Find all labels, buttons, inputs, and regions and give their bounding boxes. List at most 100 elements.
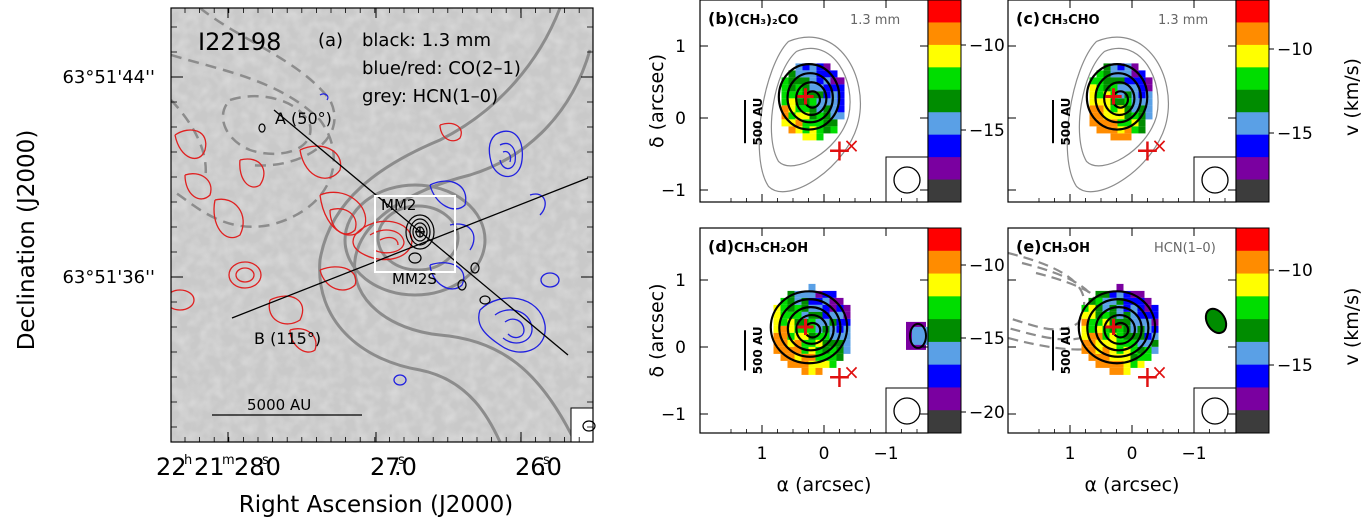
velocity-pixel	[1110, 63, 1118, 71]
beam-box	[570, 407, 594, 443]
alpha-tick-label: −1	[1181, 444, 1206, 464]
velocity-pixel	[1144, 353, 1152, 361]
velocity-pixel	[781, 105, 789, 113]
velocity-pixel	[1124, 77, 1132, 85]
source-name: I22198	[198, 28, 281, 56]
cut-b-line	[231, 177, 589, 319]
colorbar-segment	[1236, 89, 1269, 113]
velocity-pixel	[1123, 318, 1131, 326]
panel-e: ++×500 AU1 0 −1(e) CH₃OH HCN(1–0)−10−15v (km…	[1007, 227, 1363, 496]
panel-c: ++×500 AU(c) CH₃CHO 1.3 mm−10−15 v (km/s)	[1007, 0, 1363, 203]
mm2s-label: MM2S	[392, 270, 437, 288]
delta-tick-label: 1	[675, 37, 686, 57]
velocity-pixel	[1117, 133, 1125, 141]
ra-tick-label-3: 26 s .0	[515, 453, 562, 481]
velocity-pixel	[780, 304, 788, 312]
velocity-pixel	[1088, 311, 1096, 319]
velocity-pixel	[801, 290, 809, 298]
velocity-pixel	[787, 304, 795, 312]
mm2s-plus-marker: +	[1135, 360, 1160, 395]
colorbar-segment	[928, 296, 961, 320]
velocity-pixel	[1110, 77, 1118, 85]
velocity-pixel	[836, 297, 844, 305]
velocity-pixel	[830, 84, 838, 92]
mm2s-plus-marker: +	[827, 360, 852, 395]
velocity-pixel	[843, 311, 851, 319]
velocity-pixel	[788, 70, 796, 78]
velocity-pixel	[1088, 304, 1096, 312]
colorbar-segment	[928, 341, 961, 366]
velocity-pixel	[801, 297, 809, 305]
mm2-cross-marker: +	[795, 312, 817, 342]
velocity-pixel	[1131, 70, 1139, 78]
velocity-pixel	[795, 77, 803, 85]
velocity-pixel	[837, 84, 845, 92]
velocity-pixel	[836, 353, 844, 361]
svg-text:m: m	[222, 453, 235, 468]
panel-letter: (d)	[708, 237, 734, 256]
velocity-pixel	[773, 318, 781, 326]
velocity-pixel	[787, 332, 795, 340]
molecule-label: (CH₃)₂CO	[734, 13, 798, 28]
velocity-pixel	[1130, 360, 1138, 368]
beam-ellipse	[893, 166, 921, 194]
velocity-pixel	[808, 360, 816, 368]
velocity-pixel	[815, 290, 823, 298]
velocity-pixel	[816, 126, 824, 134]
velocity-pixel	[794, 304, 802, 312]
velocity-pixel	[794, 325, 802, 333]
svg-text:s: s	[398, 453, 405, 468]
velocity-pixel	[829, 297, 837, 305]
continuum-contours	[258, 123, 491, 305]
velocity-pixel	[809, 98, 817, 106]
velocity-pixel	[773, 346, 781, 354]
velocity-pixel	[1116, 297, 1124, 305]
colorbar-segment	[1236, 410, 1269, 434]
velocity-pixel	[823, 105, 831, 113]
velocity-pixel	[780, 318, 788, 326]
velocity-pixel	[1095, 353, 1103, 361]
velocity-pixel	[1138, 105, 1146, 113]
emission-contour	[1085, 63, 1149, 131]
velocity-pixel	[816, 70, 824, 78]
dec-axis-title: Declination (J2000)	[14, 130, 40, 351]
mm2s-x-marker: ×	[843, 133, 860, 157]
svg-text:s: s	[262, 453, 269, 468]
colorbar-segment	[928, 364, 961, 388]
velocity-pixel	[816, 105, 824, 113]
velocity-pixel	[815, 353, 823, 361]
colorbar-tick-label: −15	[1277, 356, 1313, 376]
emission-contour	[1103, 81, 1136, 117]
velocity-pixel	[837, 77, 845, 85]
velocity-pixel	[1124, 126, 1132, 134]
velocity-pixel	[1117, 63, 1125, 71]
velocity-pixel	[829, 360, 837, 368]
velocity-pixel	[1096, 105, 1104, 113]
colorbar-segment	[928, 157, 961, 181]
delta-tick-label: 1	[675, 271, 686, 291]
colorbar-tick-label: −10	[969, 256, 1005, 276]
beam-box	[1193, 156, 1237, 203]
emission-contour	[1094, 72, 1142, 124]
velocity-pixel	[780, 332, 788, 340]
panel-letter: (e)	[1016, 237, 1041, 256]
velocity-pixel	[1089, 98, 1097, 106]
velocity-pixel	[815, 332, 823, 340]
svg-text:22: 22	[156, 453, 187, 481]
colorbar-segment	[1236, 273, 1269, 297]
ra-axis-title: Right Ascension (J2000)	[239, 492, 514, 518]
velocity-pixel	[795, 112, 803, 120]
colorbar-segment	[928, 273, 961, 297]
velocity-pixel	[809, 105, 817, 113]
emission-contour	[803, 90, 822, 109]
velocity-pixel	[773, 339, 781, 347]
velocity-pixel	[1144, 346, 1152, 354]
colorbar-segment	[928, 44, 961, 68]
colorbar-frame	[927, 0, 962, 203]
velocity-pixel	[1138, 126, 1146, 134]
panel-d: ++×500 AU1 0 −110−1(d) CH₃CH₂OH−10−15−20δ (…	[646, 227, 1005, 496]
velocity-pixel	[1130, 304, 1138, 312]
emission-contour	[1111, 321, 1130, 339]
velocity-pixel	[823, 70, 831, 78]
